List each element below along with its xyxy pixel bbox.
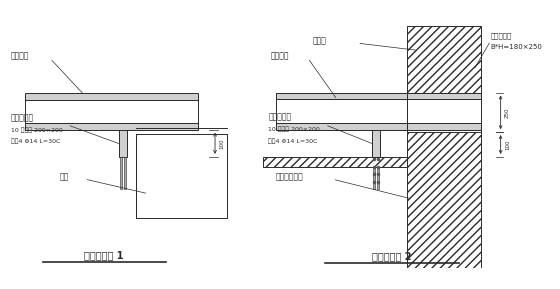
- Bar: [407, 99, 481, 130]
- Bar: [25, 100, 198, 123]
- Text: 锚腿4 Φ14 L=30C: 锚腿4 Φ14 L=30C: [11, 138, 60, 144]
- Bar: [407, 92, 481, 132]
- Text: 100: 100: [505, 139, 510, 150]
- Text: 砼墙肢留洞: 砼墙肢留洞: [491, 32, 512, 39]
- Text: B*H=180×250: B*H=180×250: [491, 44, 543, 50]
- Text: 锚腿4 Φ14 L=30C: 锚腿4 Φ14 L=30C: [268, 138, 318, 144]
- Text: 10 厚钢板 200×200: 10 厚钢板 200×200: [11, 127, 62, 133]
- Bar: [377, 157, 379, 189]
- Bar: [25, 93, 198, 100]
- Text: 主梁预埋件 1: 主梁预埋件 1: [85, 250, 124, 260]
- Text: 10 厚钢板 200×200: 10 厚钢板 200×200: [268, 127, 320, 132]
- Text: 100: 100: [220, 138, 225, 149]
- Text: 砼梁（墙肢）: 砼梁（墙肢）: [276, 172, 304, 181]
- Text: 主梁槽钢: 主梁槽钢: [270, 51, 289, 60]
- Text: 砼梁: 砼梁: [60, 172, 69, 181]
- Bar: [276, 123, 407, 130]
- Bar: [372, 130, 380, 157]
- Bar: [124, 157, 125, 189]
- Text: 主梁预埋件 2: 主梁预埋件 2: [372, 251, 412, 261]
- Bar: [263, 157, 407, 167]
- Bar: [407, 123, 481, 130]
- Bar: [407, 26, 481, 268]
- Text: 砼墙肢: 砼墙肢: [312, 36, 326, 45]
- Bar: [276, 99, 407, 130]
- Bar: [407, 92, 481, 99]
- Text: 250: 250: [505, 107, 510, 118]
- Bar: [25, 123, 198, 130]
- Bar: [119, 130, 127, 157]
- Bar: [373, 157, 375, 189]
- Text: 斜撑预埋件: 斜撑预埋件: [11, 113, 34, 122]
- Text: 主梁槽钢: 主梁槽钢: [11, 51, 29, 60]
- Bar: [276, 92, 407, 99]
- Text: 斜撑预埋件: 斜撑预埋件: [268, 113, 291, 122]
- Bar: [120, 157, 122, 189]
